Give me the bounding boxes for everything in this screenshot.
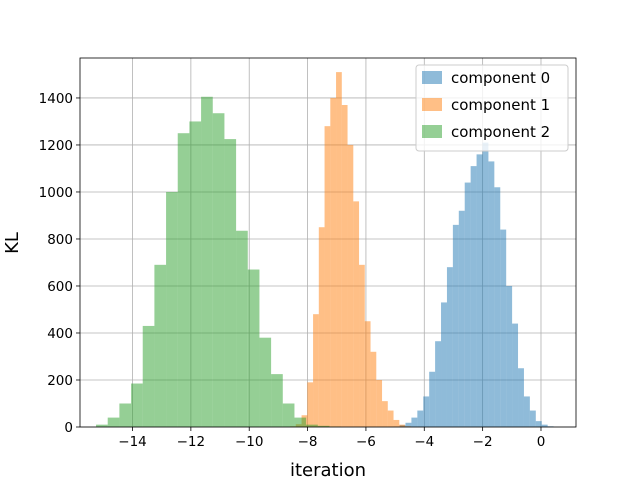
histogram-bar (236, 230, 248, 427)
x-tick-label: −2 (473, 434, 493, 450)
y-tick-label: 800 (47, 232, 73, 248)
x-axis-label: iteration (290, 460, 366, 480)
histogram-bar (541, 424, 548, 427)
histogram-bar (189, 121, 202, 428)
histogram-bar (318, 227, 325, 427)
histogram-bar (370, 351, 377, 427)
y-tick-label: 1200 (39, 138, 73, 154)
histogram-bar (446, 267, 453, 427)
histogram-bar (500, 229, 507, 427)
histogram-bar (107, 417, 120, 427)
x-tick-label: −4 (414, 434, 434, 450)
legend-swatch (422, 98, 442, 111)
histogram-bar (494, 187, 501, 427)
histogram-bar (359, 264, 365, 427)
histogram-bar (512, 323, 519, 427)
series-2-bars (96, 96, 342, 428)
histogram-bar (376, 379, 383, 427)
histogram-bar (458, 210, 465, 427)
histogram-bars (96, 72, 554, 428)
x-tick-label: 0 (537, 434, 546, 450)
histogram-bar (399, 424, 406, 427)
histogram-bar (364, 321, 371, 427)
histogram-bar (506, 285, 513, 427)
histogram-bar (411, 417, 418, 427)
histogram-bar (452, 224, 459, 427)
legend-swatch (422, 125, 442, 138)
histogram-bar (387, 410, 394, 427)
legend-label: component 2 (451, 123, 550, 141)
histogram-bar (336, 72, 342, 427)
x-tick-label: −14 (118, 434, 147, 450)
legend: component 0 component 1 component 2 (415, 64, 569, 152)
histogram-bar (131, 383, 143, 427)
histogram-bar (523, 396, 530, 427)
histogram-bar (201, 96, 213, 427)
y-tick-label: 400 (47, 326, 73, 342)
histogram-bar (166, 191, 178, 427)
legend-swatch (422, 71, 442, 84)
plot-frame (79, 57, 577, 428)
histogram-bar (271, 374, 283, 427)
histogram-bar (177, 133, 190, 427)
histogram-bar (405, 422, 412, 427)
histogram-bar (353, 201, 360, 427)
x-tick-label: −6 (356, 434, 376, 450)
histogram-bar (96, 424, 108, 427)
histogram-bar (423, 396, 430, 427)
histogram-bar (441, 302, 447, 427)
histogram-bar (307, 382, 314, 427)
histogram-bar (247, 269, 260, 427)
histogram-bar (482, 142, 489, 428)
y-tick-label: 1400 (39, 91, 73, 107)
histogram-bar (435, 341, 442, 427)
x-axis-ticks: −14 −12 −10 −8 −6 −4 −2 0 (118, 427, 545, 450)
histogram-bar (259, 337, 272, 427)
histogram-bar (464, 182, 471, 427)
y-axis-ticks: 0 200 400 600 800 1000 1200 1400 (39, 91, 80, 436)
histogram-bar (488, 161, 495, 428)
y-axis-label: KL (2, 232, 23, 254)
histogram-bar (535, 421, 542, 427)
histogram-bar (417, 410, 424, 427)
x-tick-label: −12 (177, 434, 206, 450)
histogram-bar (313, 314, 319, 427)
y-tick-label: 600 (47, 279, 73, 295)
histogram-bar (518, 368, 524, 427)
histogram-bar (324, 126, 331, 427)
histogram-bar (224, 139, 237, 427)
histogram-bar (429, 371, 436, 427)
y-tick-label: 1000 (39, 185, 73, 201)
histogram-bar (330, 97, 337, 427)
histogram-bar (306, 424, 318, 427)
histogram-bar (476, 154, 483, 428)
y-tick-label: 0 (64, 420, 73, 436)
histogram-bar (119, 403, 132, 427)
legend-box (415, 64, 569, 152)
histogram-bar (142, 325, 155, 427)
histogram-bar (347, 144, 354, 427)
y-tick-label: 200 (47, 373, 73, 389)
x-tick-label: −10 (235, 434, 264, 450)
legend-label: component 0 (451, 69, 550, 87)
x-tick-label: −8 (298, 434, 318, 450)
histogram-bar (282, 403, 295, 427)
histogram-bar (154, 264, 167, 427)
series-0-bars (393, 142, 554, 428)
histogram-bar (393, 419, 400, 427)
histogram-bar (382, 401, 388, 427)
histogram-bar (294, 417, 307, 427)
histogram-bar (470, 166, 477, 427)
histogram-bar (341, 105, 348, 427)
histogram-bar (317, 425, 330, 427)
histogram-bar (212, 113, 225, 427)
legend-label: component 1 (451, 96, 550, 114)
histogram-bar (529, 410, 536, 427)
